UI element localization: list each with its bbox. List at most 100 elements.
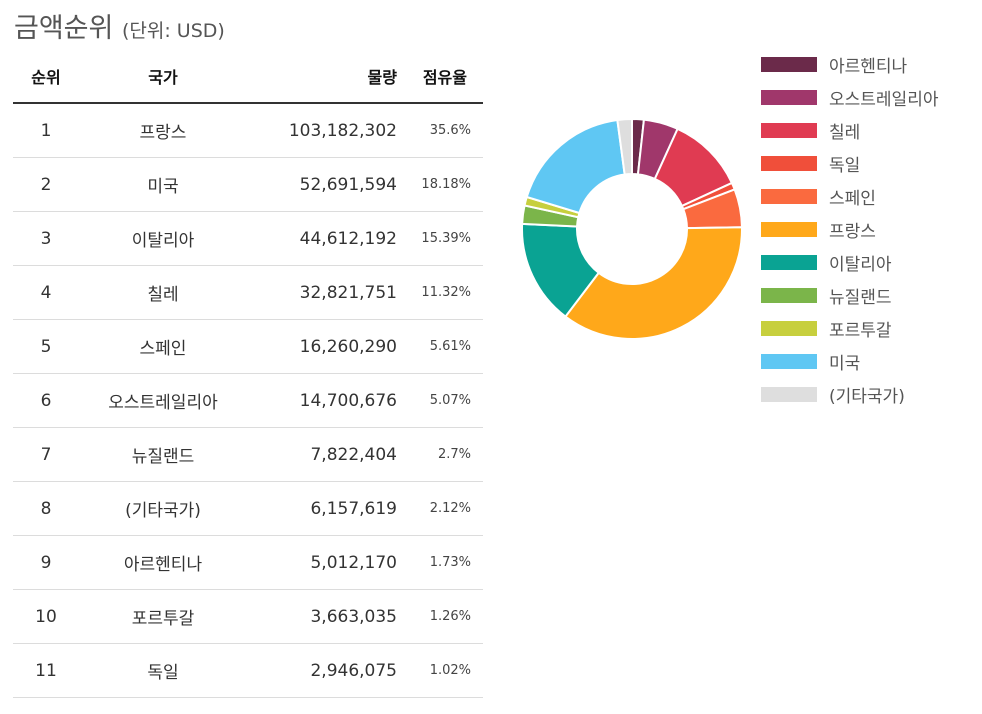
- pie-slice-프랑스: [564, 226, 743, 340]
- cell-share: 5.07%: [397, 373, 483, 428]
- cell-rank: 2: [13, 157, 79, 212]
- page-title: 금액순위 (단위: USD): [14, 6, 225, 45]
- legend-item: 오스트레일리아: [761, 81, 938, 114]
- cell-country: 독일: [79, 643, 247, 698]
- cell-country: 칠레: [79, 265, 247, 320]
- cell-country: (기타국가): [79, 481, 247, 536]
- cell-rank: 9: [13, 535, 79, 590]
- cell-rank: 8: [13, 481, 79, 536]
- legend-label: 스페인: [829, 189, 876, 209]
- cell-share: 1.73%: [397, 535, 483, 590]
- legend-swatch: [761, 222, 817, 237]
- legend-item: 이탈리아: [761, 246, 938, 279]
- legend-item: 아르헨티나: [761, 48, 938, 81]
- cell-rank: 5: [13, 319, 79, 374]
- donut-chart: [521, 117, 744, 340]
- cell-amount: 44,612,192: [247, 211, 397, 266]
- cell-amount: 3,663,035: [247, 589, 397, 644]
- ranking-table: 순위 국가 물량 점유율 1 프랑스 103,182,302 35.6% 2 미국 52,…: [13, 50, 483, 698]
- cell-rank: 3: [13, 211, 79, 266]
- cell-share: 35.6%: [397, 103, 483, 158]
- legend-item: 포르투갈: [761, 312, 938, 345]
- cell-rank: 1: [13, 103, 79, 158]
- column-header-amount: 물량: [247, 50, 397, 104]
- legend-item: (기타국가): [761, 378, 938, 411]
- cell-country: 포르투갈: [79, 589, 247, 644]
- legend-label: 미국: [829, 354, 861, 374]
- legend-swatch: [761, 189, 817, 204]
- legend-swatch: [761, 90, 817, 105]
- table-row: 11 독일 2,946,075 1.02%: [13, 643, 483, 698]
- legend-swatch: [761, 123, 817, 138]
- cell-amount: 5,012,170: [247, 535, 397, 590]
- table-row: 8 (기타국가) 6,157,619 2.12%: [13, 481, 483, 536]
- pie-slice-기타국가: [616, 117, 633, 176]
- table-header-row: 순위 국가 물량 점유율: [13, 50, 483, 104]
- legend-item: 독일: [761, 147, 938, 180]
- column-header-share: 점유율: [397, 50, 483, 104]
- legend-swatch: [761, 156, 817, 171]
- legend-item: 스페인: [761, 180, 938, 213]
- column-header-rank: 순위: [13, 50, 79, 104]
- legend-swatch: [761, 57, 817, 72]
- legend-label: 포르투갈: [829, 321, 892, 341]
- cell-rank: 4: [13, 265, 79, 320]
- legend-item: 뉴질랜드: [761, 279, 938, 312]
- legend-label: 오스트레일리아: [829, 90, 939, 110]
- cell-rank: 11: [13, 643, 79, 698]
- legend-item: 프랑스: [761, 213, 938, 246]
- pie-slice-미국: [525, 118, 626, 215]
- table-row: 7 뉴질랜드 7,822,404 2.7%: [13, 427, 483, 482]
- legend-label: 칠레: [829, 123, 861, 143]
- cell-amount: 6,157,619: [247, 481, 397, 536]
- title-text: 금액순위: [14, 13, 114, 44]
- legend-label: 아르헨티나: [829, 57, 908, 77]
- cell-share: 2.7%: [397, 427, 483, 482]
- cell-country: 뉴질랜드: [79, 427, 247, 482]
- cell-share: 1.26%: [397, 589, 483, 644]
- table-row: 3 이탈리아 44,612,192 15.39%: [13, 211, 483, 266]
- table-row: 1 프랑스 103,182,302 35.6%: [13, 103, 483, 158]
- table-row: 10 포르투갈 3,663,035 1.26%: [13, 589, 483, 644]
- cell-country: 프랑스: [79, 103, 247, 158]
- cell-share: 15.39%: [397, 211, 483, 266]
- legend-label: 이탈리아: [829, 255, 892, 275]
- title-unit: (단위: USD): [121, 20, 225, 42]
- cell-rank: 7: [13, 427, 79, 482]
- table-row: 6 오스트레일리아 14,700,676 5.07%: [13, 373, 483, 428]
- legend-label: 프랑스: [829, 222, 876, 242]
- cell-country: 오스트레일리아: [79, 373, 247, 428]
- cell-share: 18.18%: [397, 157, 483, 212]
- legend-item: 미국: [761, 345, 938, 378]
- cell-amount: 16,260,290: [247, 319, 397, 374]
- legend-swatch: [761, 255, 817, 270]
- cell-share: 11.32%: [397, 265, 483, 320]
- cell-country: 아르헨티나: [79, 535, 247, 590]
- cell-country: 미국: [79, 157, 247, 212]
- table-row: 5 스페인 16,260,290 5.61%: [13, 319, 483, 374]
- table-row: 4 칠레 32,821,751 11.32%: [13, 265, 483, 320]
- legend-swatch: [761, 321, 817, 336]
- legend-swatch: [761, 288, 817, 303]
- cell-amount: 52,691,594: [247, 157, 397, 212]
- cell-amount: 14,700,676: [247, 373, 397, 428]
- cell-share: 2.12%: [397, 481, 483, 536]
- cell-share: 5.61%: [397, 319, 483, 374]
- cell-amount: 7,822,404: [247, 427, 397, 482]
- cell-amount: 2,946,075: [247, 643, 397, 698]
- legend-label: (기타국가): [829, 387, 905, 407]
- legend-swatch: [761, 354, 817, 369]
- cell-rank: 10: [13, 589, 79, 644]
- cell-country: 이탈리아: [79, 211, 247, 266]
- cell-rank: 6: [13, 373, 79, 428]
- cell-amount: 103,182,302: [247, 103, 397, 158]
- table-row: 9 아르헨티나 5,012,170 1.73%: [13, 535, 483, 590]
- cell-share: 1.02%: [397, 643, 483, 698]
- cell-country: 스페인: [79, 319, 247, 374]
- legend-item: 칠레: [761, 114, 938, 147]
- cell-amount: 32,821,751: [247, 265, 397, 320]
- table-row: 2 미국 52,691,594 18.18%: [13, 157, 483, 212]
- legend-label: 뉴질랜드: [829, 288, 892, 308]
- column-header-country: 국가: [79, 50, 247, 104]
